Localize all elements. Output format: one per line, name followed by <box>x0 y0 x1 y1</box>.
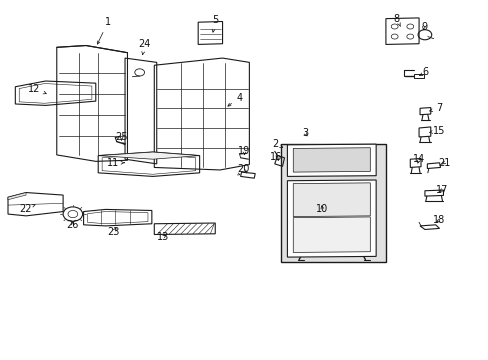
Polygon shape <box>98 152 199 159</box>
Text: 10: 10 <box>316 204 328 215</box>
Polygon shape <box>293 217 369 252</box>
Text: 12: 12 <box>28 84 46 94</box>
Text: 13: 13 <box>156 232 168 242</box>
Text: 17: 17 <box>435 185 447 195</box>
Text: 11: 11 <box>106 158 124 168</box>
Text: 24: 24 <box>138 39 150 55</box>
Text: 19: 19 <box>238 145 250 156</box>
Text: 1: 1 <box>97 17 111 44</box>
Text: 26: 26 <box>66 220 79 230</box>
Polygon shape <box>293 148 369 172</box>
Bar <box>281 144 385 262</box>
Text: 5: 5 <box>212 15 218 32</box>
Polygon shape <box>8 193 26 200</box>
Text: 20: 20 <box>237 164 249 174</box>
Text: 21: 21 <box>437 158 449 168</box>
Text: 25: 25 <box>115 132 127 142</box>
Text: 6: 6 <box>419 67 428 77</box>
Text: 15: 15 <box>429 126 445 135</box>
Text: 22: 22 <box>19 204 35 214</box>
Polygon shape <box>287 144 375 176</box>
Text: 3: 3 <box>302 129 308 138</box>
Text: 18: 18 <box>432 215 445 225</box>
Text: 8: 8 <box>393 14 400 26</box>
Text: 9: 9 <box>420 22 426 32</box>
Text: 7: 7 <box>429 103 442 113</box>
Bar <box>413 74 423 78</box>
Text: 2: 2 <box>272 139 282 149</box>
Polygon shape <box>287 180 375 257</box>
Polygon shape <box>293 183 369 217</box>
Text: 16: 16 <box>269 152 281 162</box>
Text: 4: 4 <box>227 93 242 106</box>
Text: 14: 14 <box>412 154 425 164</box>
Text: 23: 23 <box>107 227 120 237</box>
